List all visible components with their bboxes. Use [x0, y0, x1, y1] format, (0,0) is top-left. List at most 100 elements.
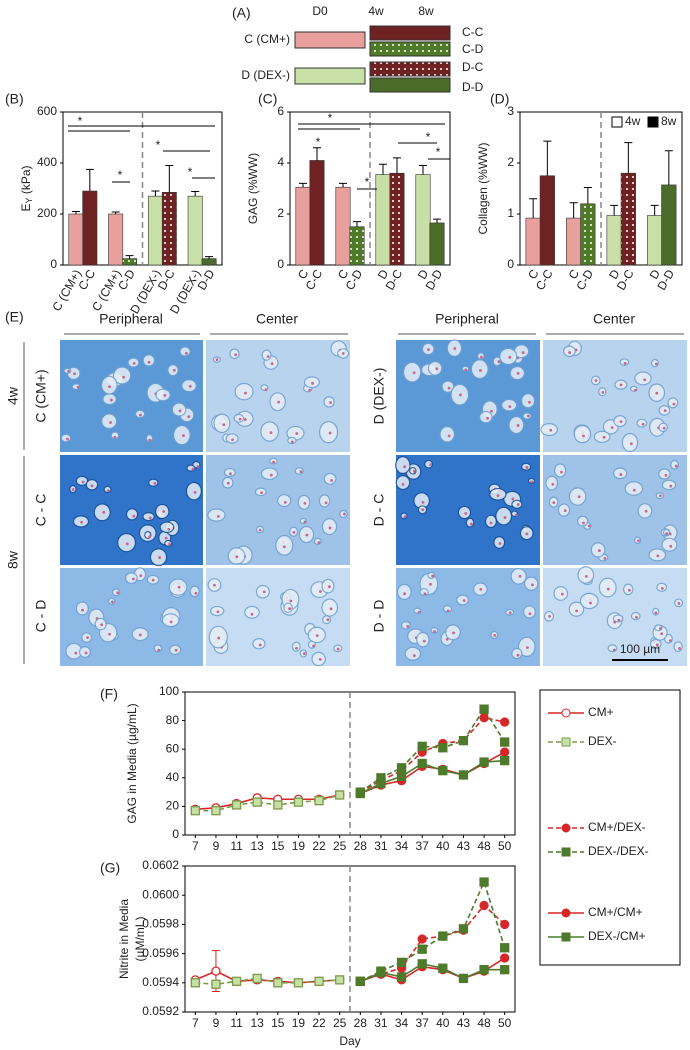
group-label: C (CM+) [244, 32, 290, 46]
cell [400, 621, 411, 630]
nucleus [329, 401, 332, 404]
marker [417, 758, 427, 769]
group-label: D (DEX-) [241, 68, 290, 82]
legend-marker [561, 823, 571, 833]
marker [273, 978, 283, 988]
cell [234, 382, 254, 401]
x-tick-label: 9 [213, 839, 220, 853]
nucleus [182, 434, 185, 438]
nucleus [168, 542, 171, 546]
error-bar [205, 256, 214, 259]
cell [395, 475, 411, 491]
nucleus [429, 463, 432, 466]
nucleus [191, 467, 195, 471]
cell [508, 415, 525, 435]
nucleus [453, 347, 457, 350]
nucleus [660, 632, 664, 636]
significance: * [316, 135, 321, 149]
nucleus [654, 611, 658, 615]
marker [211, 966, 221, 976]
nucleus [446, 609, 450, 613]
cell [511, 647, 523, 660]
bar [620, 172, 636, 266]
cell [395, 456, 411, 475]
error-bar [419, 165, 427, 175]
group-box [294, 67, 366, 85]
y-tick-label: 2 [277, 206, 284, 220]
error-bar [543, 140, 552, 176]
nucleus [531, 583, 534, 587]
nucleus [433, 630, 436, 633]
nucleus [627, 588, 631, 592]
nucleus [283, 500, 287, 504]
marker [335, 975, 345, 985]
nucleus [655, 643, 659, 647]
marker [293, 797, 304, 807]
nucleus [164, 536, 168, 540]
marker [500, 953, 510, 963]
nucleus [215, 358, 219, 362]
error-bar [339, 182, 347, 188]
error-bar [125, 255, 134, 259]
nucleus [147, 360, 151, 364]
cell [499, 347, 518, 366]
cell [573, 425, 592, 444]
y-tick-label: 1 [507, 206, 514, 220]
nucleus [269, 473, 273, 477]
y-tick-label: 80 [166, 713, 180, 727]
cell [673, 641, 683, 653]
x-tick-label: C-C [533, 267, 556, 293]
nucleus [659, 494, 662, 498]
marker [396, 957, 407, 968]
nucleus [508, 355, 512, 359]
marker [479, 965, 489, 975]
nucleus [525, 466, 529, 469]
nucleus [672, 402, 676, 406]
nucleus [447, 386, 451, 390]
nucleus [283, 545, 286, 549]
y-axis-label: Nitrite in Media [117, 899, 131, 979]
nucleus [656, 554, 660, 558]
cell [117, 532, 137, 553]
marker [376, 778, 386, 789]
nucleus [336, 647, 340, 651]
marker [458, 924, 469, 934]
nucleus [662, 426, 666, 430]
significance: * [78, 114, 83, 128]
bar [122, 258, 138, 266]
bar [147, 195, 163, 266]
cell [233, 413, 245, 423]
nucleus [305, 533, 309, 537]
group-box [294, 31, 366, 49]
scale-bar: 100 µm [612, 642, 668, 661]
cell [60, 433, 72, 443]
panel-label: (D) [490, 91, 509, 107]
nucleus [299, 470, 303, 474]
significance: * [328, 111, 333, 125]
cell [613, 467, 628, 480]
cell [142, 354, 156, 367]
bar [415, 174, 431, 266]
bar [309, 160, 325, 266]
nucleus [187, 415, 191, 419]
cell [297, 494, 311, 510]
nucleus [330, 478, 334, 482]
nucleus [412, 371, 416, 375]
cell [557, 503, 571, 517]
marker [314, 976, 324, 986]
nucleus [178, 409, 182, 413]
nucleus [633, 388, 637, 392]
cell [207, 508, 226, 522]
x-tick-label: C-D [115, 267, 138, 293]
marker [293, 978, 304, 988]
y-tick-label: 0.0596 [142, 946, 179, 960]
nucleus [100, 623, 104, 627]
panel-a: (A) D0 4w 8w C (CM+) C-C C-D D (DEX-) D-… [232, 4, 484, 94]
nucleus [577, 495, 581, 499]
nucleus [67, 369, 71, 373]
marker [396, 771, 407, 782]
x-tick-label: 22 [312, 839, 326, 853]
nucleus [516, 424, 520, 427]
x-tick-label: C-C [303, 267, 326, 293]
